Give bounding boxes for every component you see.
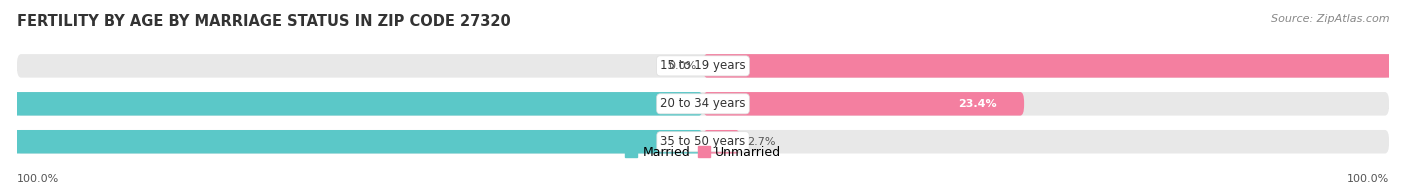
FancyBboxPatch shape bbox=[17, 130, 1389, 153]
FancyBboxPatch shape bbox=[703, 130, 740, 153]
Text: 23.4%: 23.4% bbox=[957, 99, 997, 109]
Text: 15 to 19 years: 15 to 19 years bbox=[661, 59, 745, 72]
FancyBboxPatch shape bbox=[703, 92, 1024, 116]
FancyBboxPatch shape bbox=[0, 130, 703, 153]
FancyBboxPatch shape bbox=[17, 54, 1389, 78]
FancyBboxPatch shape bbox=[0, 92, 703, 116]
Text: 0.0%: 0.0% bbox=[668, 61, 696, 71]
FancyBboxPatch shape bbox=[703, 54, 1406, 78]
Text: 100.0%: 100.0% bbox=[1347, 174, 1389, 184]
Legend: Married, Unmarried: Married, Unmarried bbox=[620, 141, 786, 164]
Text: 20 to 34 years: 20 to 34 years bbox=[661, 97, 745, 110]
Text: FERTILITY BY AGE BY MARRIAGE STATUS IN ZIP CODE 27320: FERTILITY BY AGE BY MARRIAGE STATUS IN Z… bbox=[17, 14, 510, 29]
FancyBboxPatch shape bbox=[17, 92, 1389, 116]
Text: 35 to 50 years: 35 to 50 years bbox=[661, 135, 745, 148]
Text: 100.0%: 100.0% bbox=[17, 174, 59, 184]
Text: Source: ZipAtlas.com: Source: ZipAtlas.com bbox=[1271, 14, 1389, 24]
Text: 2.7%: 2.7% bbox=[747, 137, 776, 147]
